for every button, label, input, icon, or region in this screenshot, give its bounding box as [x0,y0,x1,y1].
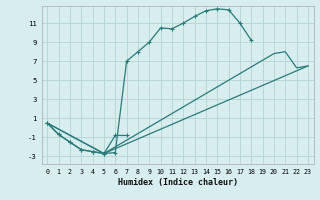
X-axis label: Humidex (Indice chaleur): Humidex (Indice chaleur) [118,178,237,187]
